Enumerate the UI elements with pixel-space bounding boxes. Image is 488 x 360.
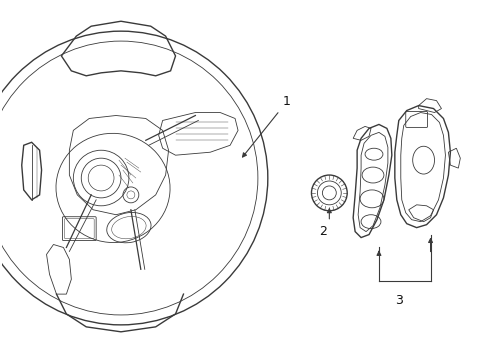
Text: 1: 1 <box>282 95 290 108</box>
Text: 3: 3 <box>394 294 402 307</box>
Text: 2: 2 <box>319 225 326 238</box>
